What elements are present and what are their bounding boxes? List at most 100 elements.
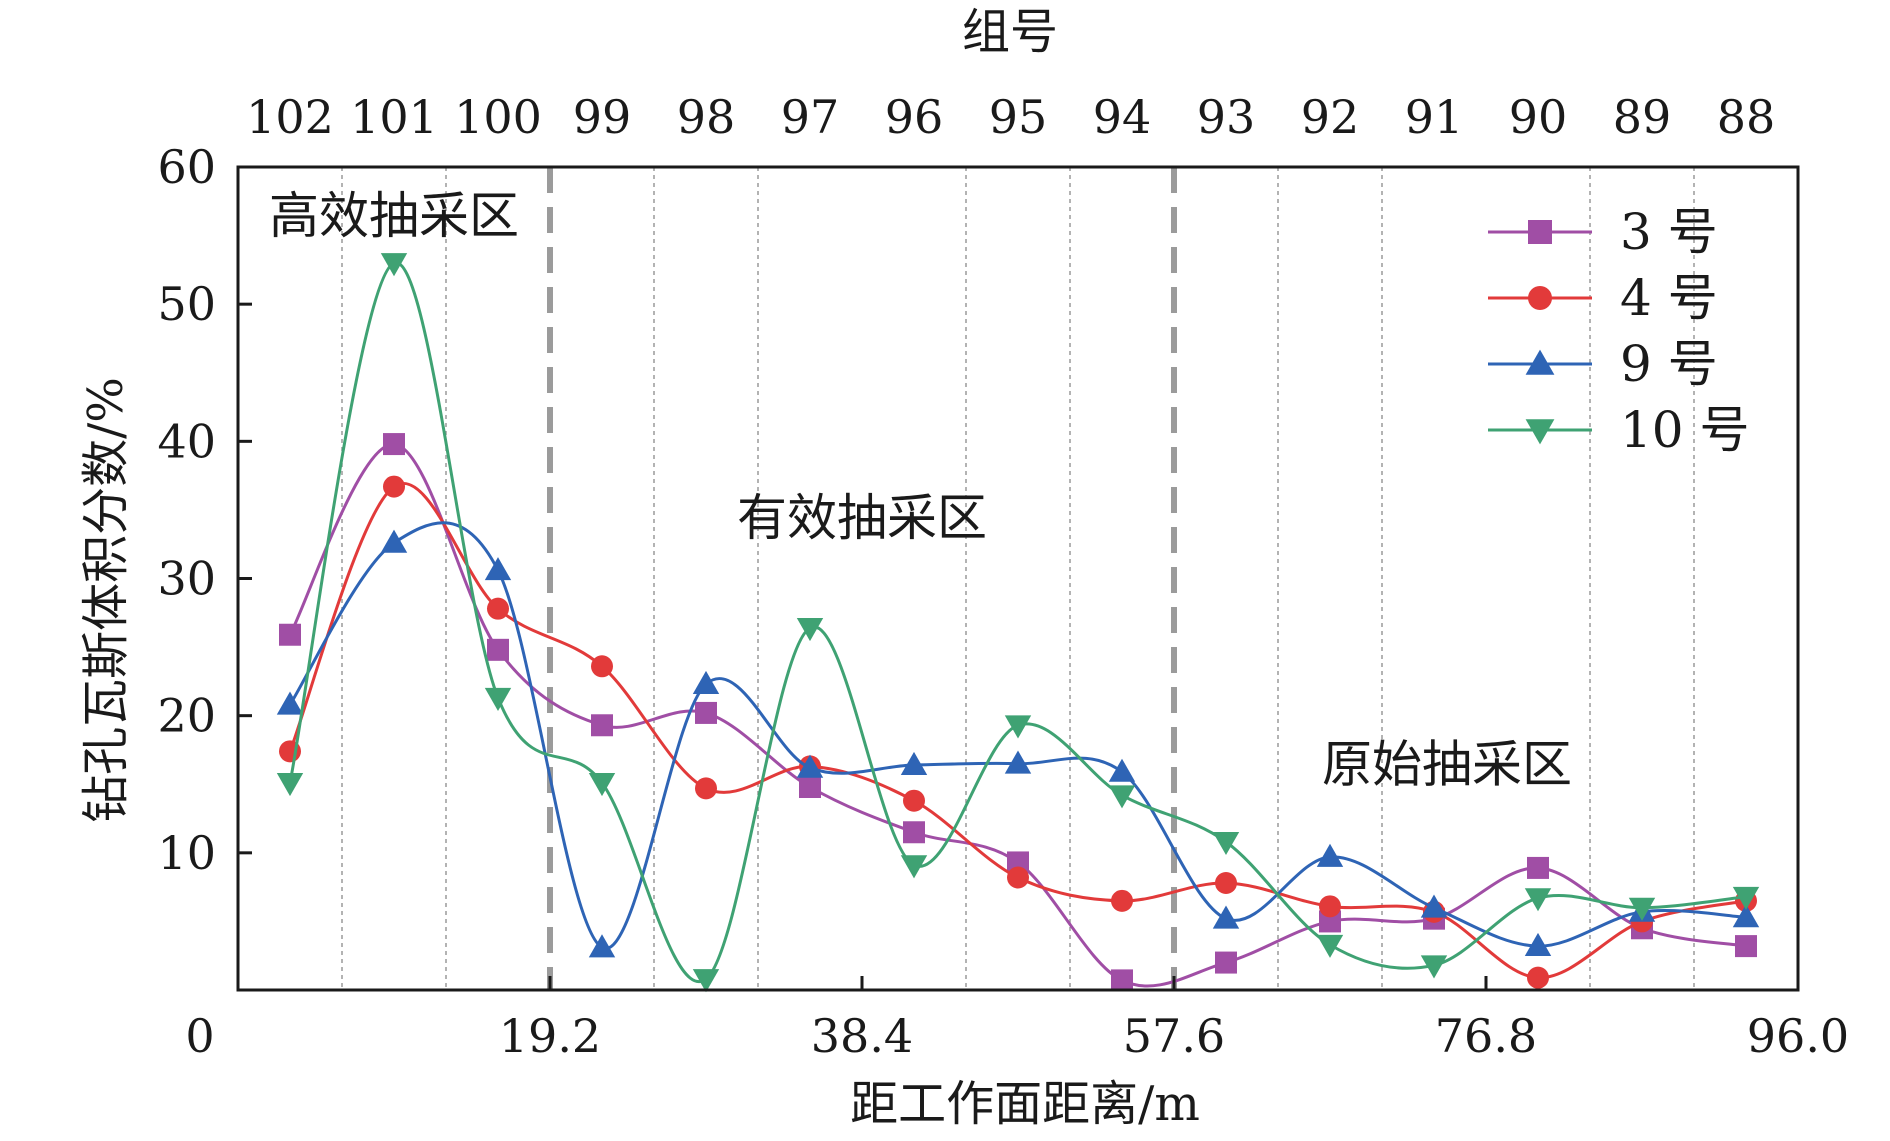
data-point (1316, 843, 1344, 867)
legend-item: 10 号 (1488, 401, 1750, 459)
data-point (276, 691, 304, 715)
data-point (380, 253, 408, 277)
data-point (1215, 951, 1237, 974)
x-tick-label: 96.0 (1747, 1009, 1849, 1063)
data-point (1007, 851, 1029, 874)
top-tick-label: 92 (1301, 90, 1360, 144)
x-tick-label: 76.8 (1435, 1009, 1537, 1063)
data-point (276, 772, 304, 797)
legend-label: 9 号 (1620, 335, 1718, 393)
series-4 (276, 253, 1760, 993)
y-tick-label: 40 (157, 414, 216, 468)
data-point (692, 670, 720, 695)
top-tick-label: 89 (1613, 90, 1672, 144)
legend-item: 9 号 (1488, 335, 1718, 393)
data-point (1420, 955, 1448, 979)
data-point (1732, 886, 1760, 910)
data-point (1527, 966, 1549, 989)
data-point (1732, 904, 1760, 928)
data-point (1735, 935, 1757, 958)
top-tick-label: 97 (781, 90, 840, 144)
top-tick-label: 93 (1197, 90, 1256, 144)
top-tick-label: 99 (573, 90, 632, 144)
top-tick-label: 91 (1405, 90, 1464, 144)
series-line (288, 442, 1747, 988)
data-point (903, 821, 925, 844)
top-tick-label: 98 (677, 90, 736, 144)
series-2 (279, 475, 1757, 989)
data-point (1420, 894, 1448, 918)
data-point (692, 969, 720, 993)
y-tick-label: 30 (157, 552, 216, 606)
data-point (1319, 895, 1341, 918)
data-point (383, 433, 405, 456)
data-point (1108, 785, 1136, 809)
zone-label: 高效抽采区 (269, 187, 519, 245)
top-tick-label: 102 (246, 90, 334, 144)
data-point (900, 855, 928, 879)
top-tick-label: 100 (454, 90, 542, 144)
data-point (1527, 856, 1549, 879)
legend-item: 4 号 (1488, 269, 1718, 327)
series-line (288, 482, 1747, 980)
y-tick-label: 50 (157, 277, 216, 331)
data-point (484, 687, 512, 712)
zone-label: 原始抽采区 (1322, 736, 1572, 794)
data-point (900, 751, 928, 775)
data-point (695, 777, 717, 800)
legend: 3 号 4 号 9 号 10 号 (1488, 203, 1750, 459)
data-point (1007, 866, 1029, 889)
top-tick-label: 90 (1509, 90, 1568, 144)
data-point (588, 772, 616, 797)
data-point (591, 714, 613, 737)
grid-layer (341, 167, 1695, 990)
y-axis-title: 钻孔瓦斯体积分数/% (78, 377, 134, 823)
series-layer (276, 253, 1760, 993)
data-point (1212, 905, 1240, 929)
top-tick-label: 88 (1717, 90, 1776, 144)
data-point (1528, 286, 1552, 310)
x-tick-label: 19.2 (499, 1009, 601, 1063)
data-point (1528, 220, 1552, 244)
data-point (1004, 750, 1032, 774)
data-point (1111, 969, 1133, 992)
data-point (487, 597, 509, 620)
x-tick-label: 57.6 (1123, 1009, 1225, 1063)
top-axis-title: 组号 (962, 4, 1058, 60)
data-point (1524, 888, 1552, 912)
y-tick-label: 10 (157, 826, 216, 880)
data-point (1215, 872, 1237, 895)
x-axis-title: 距工作面距离/m (850, 1076, 1200, 1132)
x-tick-label: 38.4 (811, 1009, 913, 1063)
data-point (1004, 715, 1032, 739)
data-point (796, 617, 824, 642)
data-point (1316, 934, 1344, 958)
data-point (1108, 758, 1136, 782)
legend-item: 3 号 (1488, 203, 1718, 261)
y-tick-label: 60 (157, 140, 216, 194)
top-tick-label: 95 (989, 90, 1048, 144)
zone-boundary-layer (547, 167, 1177, 990)
data-point (383, 475, 405, 498)
data-point (588, 934, 616, 958)
data-point (1212, 831, 1240, 856)
data-point (903, 789, 925, 812)
data-point (484, 557, 512, 581)
data-point (1628, 897, 1656, 921)
series-1 (279, 433, 1757, 992)
legend-label: 10 号 (1620, 401, 1750, 459)
data-point (796, 754, 824, 778)
data-point (1525, 349, 1555, 375)
legend-label: 4 号 (1620, 269, 1718, 327)
top-tick-label: 96 (885, 90, 944, 144)
axis-layer: 0 19.2 38.4 57.6 76.8 96.0 10 20 30 40 50 60 102 101 1… (157, 90, 1849, 1063)
data-point (1319, 910, 1341, 933)
data-point (799, 775, 821, 798)
data-point (279, 623, 301, 646)
legend-label: 3 号 (1620, 203, 1718, 261)
data-point (380, 529, 408, 553)
data-point (1525, 419, 1555, 445)
data-point (1111, 889, 1133, 912)
